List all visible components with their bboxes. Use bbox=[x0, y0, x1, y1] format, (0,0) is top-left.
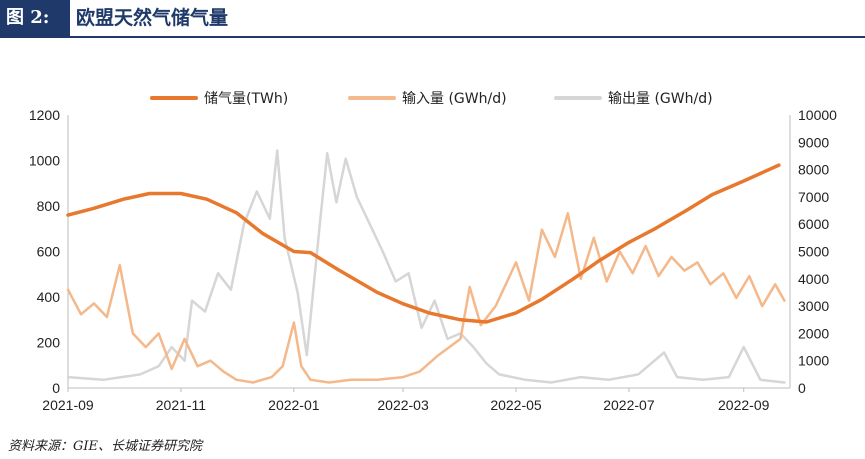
y-left-tick-label: 200 bbox=[37, 335, 61, 351]
legend-label-2: 输出量 (GWh/d) bbox=[608, 91, 713, 107]
x-tick-label: 2022-05 bbox=[490, 397, 542, 413]
legend-label-1: 输入量 (GWh/d) bbox=[402, 91, 507, 107]
y-right-tick-label: 1000 bbox=[798, 353, 829, 369]
y-right-tick-label: 6000 bbox=[798, 216, 829, 232]
y-left-tick-label: 800 bbox=[37, 198, 61, 214]
figure-title: 欧盟天然气储气量 bbox=[76, 7, 229, 29]
x-tick-label: 2022-09 bbox=[718, 397, 770, 413]
y-right-tick-label: 8000 bbox=[798, 162, 829, 178]
y-left-tick-label: 1000 bbox=[29, 153, 60, 169]
y-right-tick-label: 3000 bbox=[798, 298, 829, 314]
x-tick-label: 2021-09 bbox=[42, 397, 94, 413]
y-left-tick-label: 0 bbox=[52, 380, 60, 396]
x-tick-label: 2022-01 bbox=[268, 397, 320, 413]
y-right-tick-label: 0 bbox=[798, 380, 806, 396]
series-line-0 bbox=[66, 163, 781, 324]
series-line-2 bbox=[66, 149, 786, 384]
y-right-tick-label: 2000 bbox=[798, 325, 829, 341]
y-right-tick-label: 9000 bbox=[798, 134, 829, 150]
x-tick-label: 2021-11 bbox=[156, 397, 207, 413]
legend-label-0: 储气量(TWh) bbox=[204, 91, 288, 107]
y-left-tick-label: 400 bbox=[37, 289, 61, 305]
y-right-tick-label: 5000 bbox=[798, 244, 829, 260]
y-left-tick-label: 600 bbox=[37, 244, 61, 260]
x-tick-label: 2022-07 bbox=[603, 397, 655, 413]
x-tick-label: 2022-03 bbox=[377, 397, 429, 413]
header-rule bbox=[0, 36, 865, 38]
y-right-tick-label: 7000 bbox=[798, 189, 829, 205]
y-left-tick-label: 1200 bbox=[29, 107, 60, 123]
y-right-tick-label: 4000 bbox=[798, 271, 829, 287]
y-right-tick-label: 10000 bbox=[798, 107, 837, 123]
storage-chart: 0 200 400 600 800 1000 1200 0 1000 2000 3000 4000 50… bbox=[29, 91, 837, 413]
figure-header: 图 2: 欧盟天然气储气量 bbox=[0, 0, 865, 36]
figure-label: 图 2: bbox=[0, 0, 70, 36]
source-note: 资料来源：GIE、长城证券研究院 bbox=[8, 439, 203, 454]
series-line-1 bbox=[66, 212, 786, 384]
